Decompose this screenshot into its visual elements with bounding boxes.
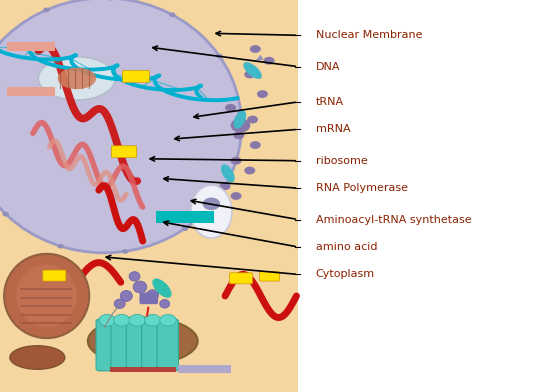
Ellipse shape (133, 281, 147, 293)
Text: ribosome: ribosome (316, 156, 367, 166)
Polygon shape (255, 55, 264, 61)
Circle shape (144, 314, 161, 326)
Circle shape (231, 157, 242, 165)
Circle shape (122, 249, 128, 254)
Circle shape (57, 244, 64, 249)
Circle shape (257, 90, 268, 98)
FancyBboxPatch shape (122, 71, 149, 82)
FancyBboxPatch shape (260, 272, 279, 281)
FancyBboxPatch shape (157, 319, 178, 371)
Circle shape (238, 111, 244, 115)
Circle shape (231, 192, 242, 200)
Ellipse shape (129, 272, 140, 281)
Ellipse shape (88, 318, 198, 365)
Circle shape (169, 13, 176, 17)
Circle shape (250, 141, 261, 149)
FancyBboxPatch shape (142, 319, 163, 371)
FancyBboxPatch shape (229, 273, 253, 284)
Ellipse shape (58, 68, 96, 89)
Text: Nuclear Membrane: Nuclear Membrane (316, 30, 422, 40)
Ellipse shape (147, 290, 159, 300)
Bar (7, 87, 55, 96)
Bar (156, 211, 214, 223)
FancyBboxPatch shape (43, 270, 66, 281)
FancyBboxPatch shape (96, 319, 117, 371)
Ellipse shape (114, 299, 125, 309)
Text: Cytoplasm: Cytoplasm (316, 269, 375, 279)
Bar (7, 42, 55, 51)
Ellipse shape (16, 265, 77, 327)
Circle shape (2, 212, 9, 216)
Circle shape (99, 314, 115, 326)
Circle shape (114, 314, 130, 326)
FancyBboxPatch shape (111, 319, 132, 371)
Ellipse shape (0, 0, 242, 253)
Circle shape (182, 226, 188, 231)
Text: mRNA: mRNA (316, 124, 350, 134)
Text: DNA: DNA (316, 62, 340, 72)
Circle shape (203, 198, 220, 210)
FancyBboxPatch shape (126, 319, 148, 371)
Text: tRNA: tRNA (316, 97, 344, 107)
Circle shape (244, 71, 255, 78)
Ellipse shape (234, 111, 246, 129)
Text: amino acid: amino acid (316, 242, 377, 252)
Ellipse shape (120, 290, 132, 301)
Circle shape (129, 314, 145, 326)
Bar (178, 365, 231, 373)
Ellipse shape (38, 57, 115, 100)
Circle shape (233, 131, 244, 139)
Circle shape (250, 45, 261, 53)
Ellipse shape (243, 62, 262, 79)
Ellipse shape (221, 164, 234, 182)
Ellipse shape (160, 299, 170, 308)
Ellipse shape (4, 254, 89, 338)
Ellipse shape (237, 113, 245, 119)
Bar (298, 0, 549, 392)
Ellipse shape (191, 185, 232, 238)
FancyBboxPatch shape (139, 292, 158, 304)
Text: RNA Polymerase: RNA Polymerase (316, 183, 408, 193)
Circle shape (220, 182, 231, 190)
Circle shape (160, 314, 176, 326)
Circle shape (247, 116, 258, 123)
Text: Aminoacyl-tRNA synthetase: Aminoacyl-tRNA synthetase (316, 214, 471, 225)
FancyBboxPatch shape (111, 146, 137, 158)
Circle shape (216, 54, 223, 58)
Circle shape (231, 118, 250, 132)
Circle shape (264, 57, 274, 65)
Bar (110, 367, 176, 372)
Ellipse shape (10, 346, 65, 369)
Ellipse shape (152, 278, 172, 298)
Ellipse shape (245, 65, 254, 70)
Ellipse shape (221, 167, 231, 172)
Circle shape (43, 7, 50, 12)
Circle shape (225, 104, 236, 112)
Circle shape (244, 167, 255, 174)
